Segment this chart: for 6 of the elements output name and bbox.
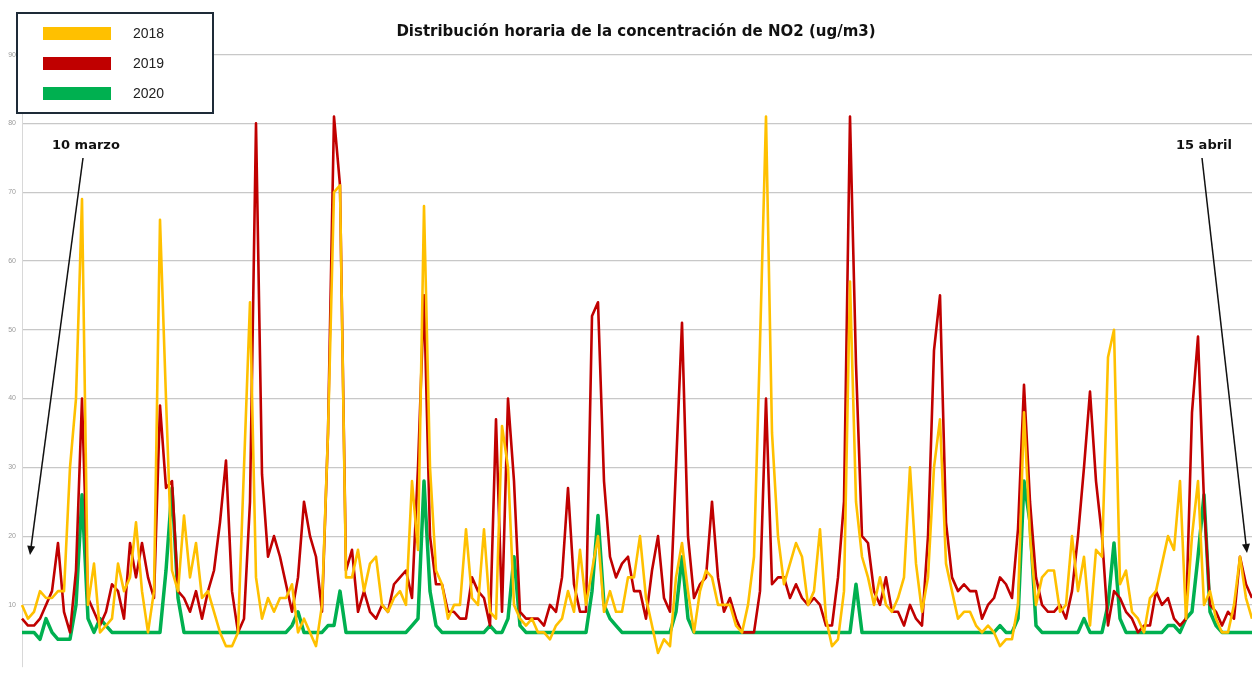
annotation: 10 marzo — [52, 137, 120, 152]
legend-label: 2020 — [133, 85, 165, 101]
chart-title: Distribución horaria de la concentración de NO2 (ug/m3) — [396, 22, 876, 40]
annotation: 15 abril — [1176, 137, 1233, 152]
legend-label: 2018 — [133, 25, 165, 41]
legend-label: 2019 — [133, 55, 165, 71]
